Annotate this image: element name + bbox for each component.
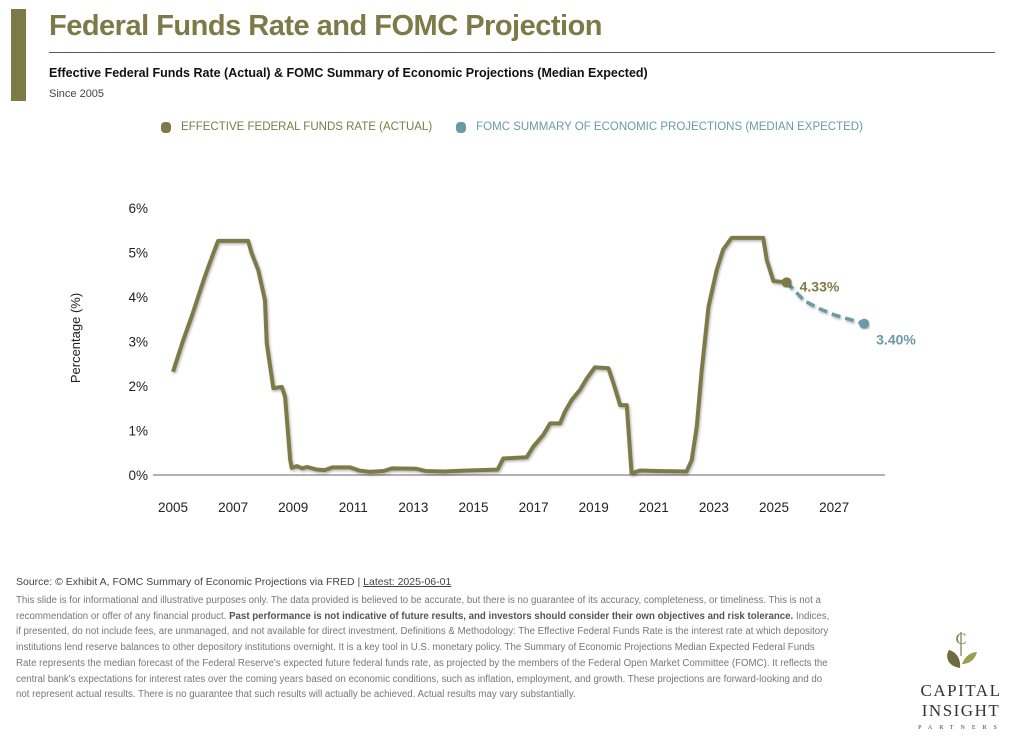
x-tick-label: 2013 xyxy=(398,500,428,515)
legend-item-projection: FOMC SUMMARY OF ECONOMIC PROJECTIONS (ME… xyxy=(456,121,863,133)
logo-subtitle: PARTNERS xyxy=(918,725,1004,731)
since-label: Since 2005 xyxy=(49,88,105,100)
data-label-actual: 4.33% xyxy=(800,278,840,294)
x-tick-label: 2005 xyxy=(158,500,188,515)
y-tick-label: 4% xyxy=(128,290,148,305)
x-tick-label: 2025 xyxy=(759,500,789,515)
title-divider xyxy=(49,52,995,53)
y-axis-label: Percentage (%) xyxy=(68,293,83,383)
x-tick-label: 2015 xyxy=(458,500,488,515)
legend-label-actual: EFFECTIVE FEDERAL FUNDS RATE (ACTUAL) xyxy=(181,121,433,133)
legend: EFFECTIVE FEDERAL FUNDS RATE (ACTUAL) FO… xyxy=(0,121,1024,133)
leaf-logo-icon: C xyxy=(947,631,977,668)
x-tick-label: 2011 xyxy=(339,500,368,515)
series-line-actual xyxy=(171,235,787,476)
line-chart: Percentage (%) 0% 1% 2% 3% 4% 5% 6% 2005 2007 200… xyxy=(68,201,916,515)
x-tick-label: 2027 xyxy=(819,500,849,515)
page-title: Federal Funds Rate and FOMC Projection xyxy=(49,10,603,42)
x-tick-label: 2009 xyxy=(278,500,308,515)
disclaimer-bold: Past performance is not indicative of fu… xyxy=(229,610,794,622)
latest-date-link[interactable]: Latest: 2025-06-01 xyxy=(363,576,452,588)
chart-subtitle: Effective Federal Funds Rate (Actual) & … xyxy=(49,66,648,80)
legend-swatch-projection xyxy=(456,121,467,133)
y-tick-label: 0% xyxy=(128,468,148,483)
source-line: Source: © Exhibit A, FOMC Summary of Eco… xyxy=(16,576,451,588)
x-tick-label: 2017 xyxy=(519,500,549,515)
point-latest-actual xyxy=(781,277,792,288)
x-tick-label: 2007 xyxy=(218,500,248,515)
y-tick-label: 5% xyxy=(128,246,148,261)
x-tick-label: 2021 xyxy=(639,500,669,515)
y-tick-label: 6% xyxy=(128,201,148,216)
disclaimer-text-2: Indices, if presented, do not include fe… xyxy=(16,610,830,701)
accent-bar xyxy=(11,9,26,101)
source-text: Source: © Exhibit A, FOMC Summary of Eco… xyxy=(16,576,364,588)
y-tick-label: 1% xyxy=(128,424,148,439)
x-tick-label: 2019 xyxy=(579,500,609,515)
y-tick-label: 2% xyxy=(128,379,148,394)
data-label-projection: 3.40% xyxy=(876,332,916,348)
legend-item-actual: EFFECTIVE FEDERAL FUNDS RATE (ACTUAL) xyxy=(161,121,432,133)
legend-label-projection: FOMC SUMMARY OF ECONOMIC PROJECTIONS (ME… xyxy=(476,121,863,133)
disclaimer-text-1: This slide is for informational and illu… xyxy=(16,595,821,622)
company-logo: C CAPITAL INSIGHT PARTNERS xyxy=(898,630,1024,731)
logo-name: CAPITAL INSIGHT xyxy=(920,681,1002,720)
series-line-projection xyxy=(785,281,865,326)
x-tick-label: 2023 xyxy=(699,500,729,515)
y-tick-label: 3% xyxy=(128,335,148,350)
point-final-projection xyxy=(859,318,870,329)
legend-swatch-actual xyxy=(161,121,172,133)
disclaimer: This slide is for informational and illu… xyxy=(16,593,836,703)
